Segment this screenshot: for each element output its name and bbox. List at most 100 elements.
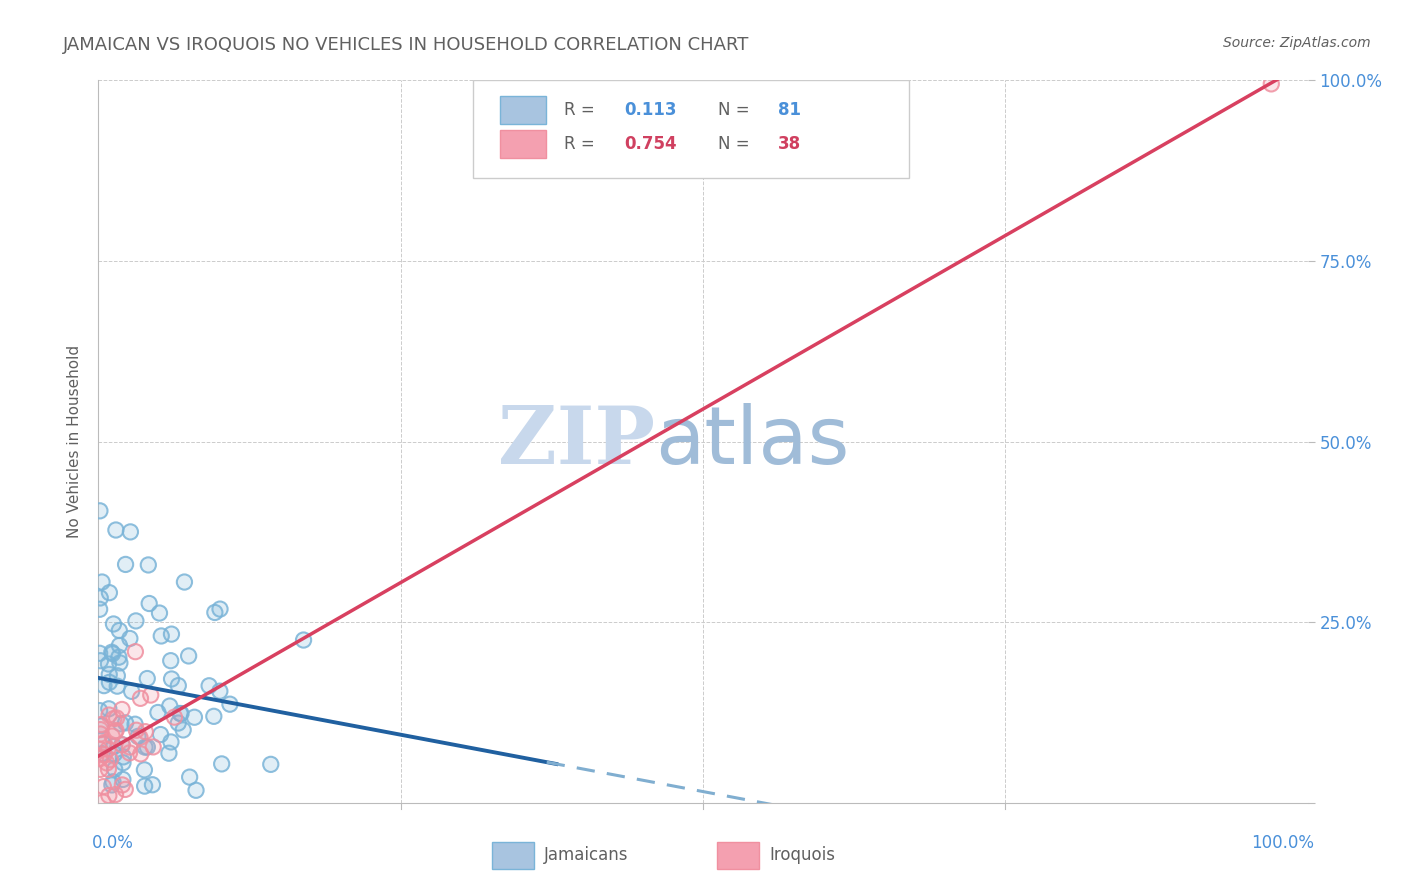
Point [89, 602, 111, 616]
Point [125, 614, 148, 628]
Point [149, 727, 172, 741]
Point [129, 731, 152, 745]
Point [129, 747, 152, 761]
Point [134, 724, 156, 739]
Point [129, 731, 152, 745]
Text: Jamaicans: Jamaicans [544, 847, 628, 864]
Point [134, 724, 156, 739]
Point [103, 711, 125, 725]
Point [160, 672, 183, 686]
Point [208, 684, 231, 698]
Point [108, 639, 131, 653]
Point [108, 624, 131, 638]
Point [89, 751, 111, 765]
Text: JAMAICAN VS IROQUOIS NO VEHICLES IN HOUSEHOLD CORRELATION CHART: JAMAICAN VS IROQUOIS NO VEHICLES IN HOUS… [63, 36, 749, 54]
Point [105, 679, 128, 693]
Point [100, 645, 122, 659]
Text: R =: R = [564, 101, 600, 119]
Point [219, 697, 242, 711]
Point [98, 585, 121, 599]
Point [260, 757, 283, 772]
Point [89, 704, 111, 718]
Point [134, 763, 156, 777]
Point [136, 740, 159, 755]
Point [90, 719, 112, 733]
Point [100, 645, 122, 659]
Point [141, 778, 163, 792]
Point [103, 747, 125, 761]
Point [183, 710, 205, 724]
Point [167, 679, 190, 693]
Point [89, 654, 111, 668]
Point [111, 778, 134, 792]
Point [104, 523, 127, 537]
Point [1260, 77, 1282, 91]
Point [98, 753, 121, 767]
Point [108, 656, 131, 670]
Point [104, 724, 127, 739]
Point [110, 716, 132, 731]
Point [93, 747, 115, 762]
Point [170, 706, 193, 721]
Point [170, 706, 193, 721]
Point [98, 667, 121, 681]
Point [204, 606, 226, 620]
Point [198, 679, 221, 693]
Point [93, 679, 115, 693]
Point [97, 762, 120, 776]
Point [129, 691, 152, 706]
Point [202, 709, 225, 723]
Point [105, 679, 128, 693]
Point [91, 747, 114, 761]
Point [89, 742, 111, 756]
Text: 81: 81 [778, 101, 801, 119]
Point [111, 738, 134, 752]
Point [160, 627, 183, 641]
Point [105, 723, 128, 738]
Point [98, 585, 121, 599]
Point [89, 763, 111, 777]
Point [91, 574, 114, 589]
Point [108, 624, 131, 638]
Point [90, 717, 112, 731]
Text: Source: ZipAtlas.com: Source: ZipAtlas.com [1223, 36, 1371, 50]
Point [103, 617, 125, 632]
Point [146, 706, 169, 720]
Point [93, 736, 115, 750]
Point [136, 558, 159, 572]
Point [118, 632, 141, 646]
Point [110, 716, 132, 731]
Point [179, 770, 201, 784]
Point [111, 756, 134, 770]
Point [98, 675, 121, 690]
Point [204, 606, 226, 620]
Point [104, 523, 127, 537]
Point [91, 737, 114, 751]
Point [118, 739, 141, 754]
Point [103, 739, 125, 754]
Point [105, 711, 128, 725]
Text: 0.113: 0.113 [624, 101, 676, 119]
Point [124, 717, 146, 731]
Text: Iroquois: Iroquois [769, 847, 835, 864]
Point [98, 708, 121, 723]
Point [139, 688, 162, 702]
Point [173, 575, 195, 590]
Point [89, 723, 111, 737]
Point [105, 711, 128, 725]
Point [97, 789, 120, 803]
Point [91, 747, 114, 761]
Point [160, 735, 183, 749]
Point [118, 739, 141, 754]
Point [89, 727, 111, 741]
Point [89, 723, 111, 737]
Point [104, 762, 127, 776]
Point [202, 709, 225, 723]
Point [177, 648, 200, 663]
Point [129, 747, 152, 761]
Point [120, 524, 142, 539]
Point [159, 654, 181, 668]
Point [173, 575, 195, 590]
Point [260, 757, 283, 772]
Point [103, 711, 125, 725]
